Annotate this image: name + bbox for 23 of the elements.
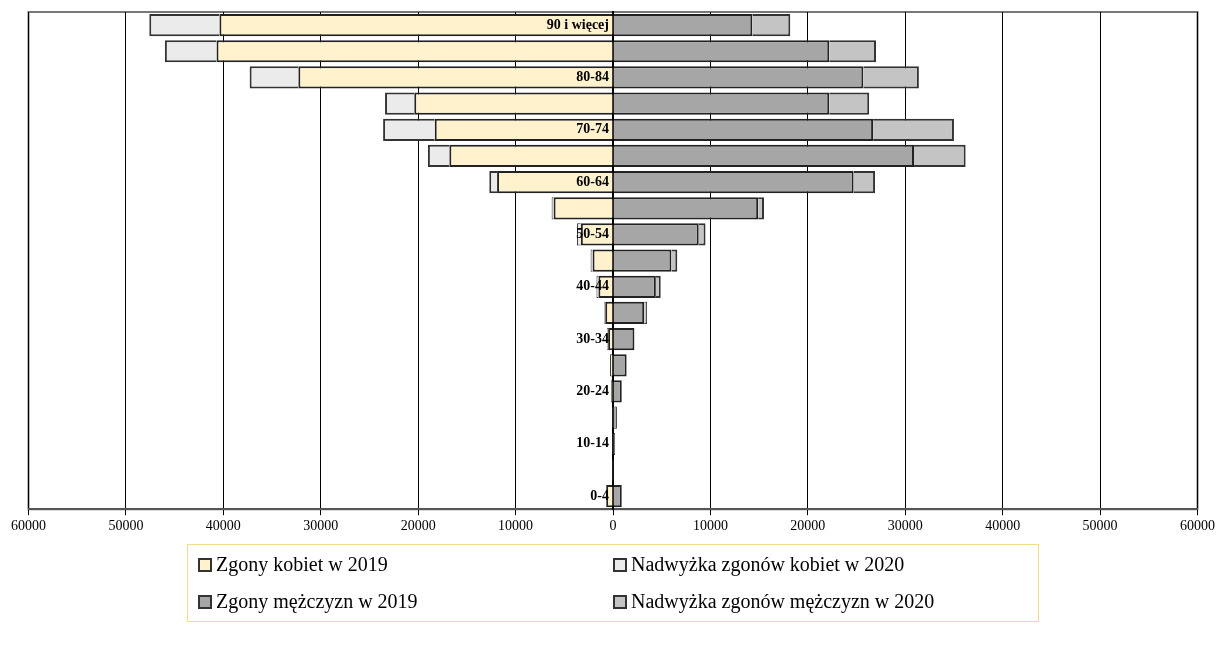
legend-label: Zgony kobiet w 2019 <box>216 553 388 576</box>
x-tick-label: 60000 <box>11 518 46 534</box>
legend-label: Nadwyżka zgonów mężczyzn w 2020 <box>631 590 935 613</box>
y-tick-label: 90 i więcej <box>546 16 609 32</box>
x-tick-label: 30000 <box>303 518 339 534</box>
x-tick-label: 0 <box>609 518 617 534</box>
y-tick-label: 70-74 <box>576 121 609 137</box>
x-tick-label: 20000 <box>400 518 436 534</box>
x-tick-label: 50000 <box>108 518 144 534</box>
y-tick-label: 60-64 <box>576 173 609 189</box>
y-tick-label: 80-84 <box>576 69 609 85</box>
legend-label: Nadwyżka zgonów kobiet w 2020 <box>631 553 905 576</box>
x-tick-label: 40000 <box>205 518 241 534</box>
x-tick-label: 10000 <box>498 518 534 534</box>
y-tick-label: 10-14 <box>576 435 609 451</box>
x-tick-label: 10000 <box>692 518 728 534</box>
y-tick-label: 20-24 <box>576 383 609 399</box>
x-tick-label: 40000 <box>985 518 1021 534</box>
legend-label: Zgony mężczyzn w 2019 <box>216 590 418 613</box>
x-tick-label: 20000 <box>790 518 826 534</box>
x-tick-label: 30000 <box>887 518 923 534</box>
x-tick-label: 60000 <box>1180 518 1215 534</box>
x-tick-label: 50000 <box>1082 518 1118 534</box>
